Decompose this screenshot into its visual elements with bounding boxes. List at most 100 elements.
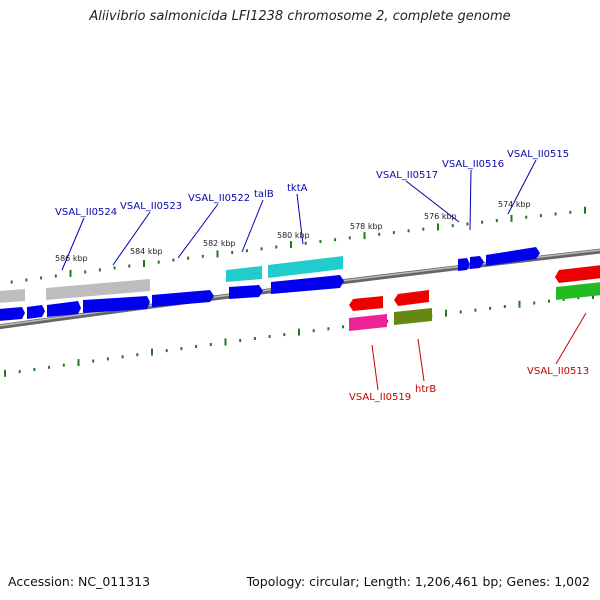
gene-features xyxy=(0,247,600,331)
gene-label-vsal-ii0523[interactable]: VSAL_II0523 xyxy=(120,201,182,212)
minor-tick xyxy=(136,353,139,357)
minor-tick xyxy=(392,231,395,235)
minor-tick xyxy=(195,345,198,348)
gene-label-htrb[interactable]: htrB xyxy=(415,384,436,395)
minor-tick xyxy=(539,214,542,218)
minor-tick xyxy=(275,245,278,249)
major-tick xyxy=(143,260,145,267)
minor-tick xyxy=(348,236,351,240)
minor-tick xyxy=(319,240,322,243)
gene-green[interactable] xyxy=(556,282,600,300)
minor-tick xyxy=(378,232,381,236)
scale-label-574: 574 kbp xyxy=(498,200,531,209)
scale-label-586: 586 kbp xyxy=(55,254,88,263)
gene-arrow[interactable] xyxy=(458,258,470,271)
minor-tick xyxy=(495,219,498,223)
major-tick xyxy=(224,338,227,346)
minor-tick xyxy=(327,327,330,331)
gene-label-vsal-ii0513[interactable]: VSAL_II0513 xyxy=(527,366,589,377)
minor-tick xyxy=(481,220,484,224)
minor-tick xyxy=(268,335,271,338)
major-tick xyxy=(363,232,366,240)
gene-pseudo[interactable] xyxy=(46,279,150,300)
minor-tick xyxy=(48,365,51,369)
map-title: Aliivibrio salmonicida LFI1238 chromosom… xyxy=(89,9,511,24)
minor-tick xyxy=(451,224,454,228)
minor-tick xyxy=(283,333,286,337)
minor-tick xyxy=(407,229,410,233)
minor-tick xyxy=(84,270,87,274)
scale-label-582: 582 kbp xyxy=(203,239,236,248)
major-tick xyxy=(77,359,80,367)
minor-tick xyxy=(98,268,101,272)
scale-label-584: 584 kbp xyxy=(130,247,163,256)
gene-label-vsal-ii0519[interactable]: VSAL_II0519 xyxy=(349,392,411,403)
minor-tick xyxy=(304,241,307,245)
minor-tick xyxy=(562,297,565,301)
gene-arrow[interactable] xyxy=(271,275,344,294)
minor-tick xyxy=(489,306,492,310)
gene-label-vsal-ii0522[interactable]: VSAL_II0522 xyxy=(188,193,250,204)
minor-tick xyxy=(503,305,506,308)
gene-arrow[interactable] xyxy=(229,285,263,299)
minor-tick xyxy=(62,363,65,367)
gene-rna[interactable] xyxy=(226,266,262,282)
accession-text: Accession: NC_011313 xyxy=(8,574,151,589)
minor-tick xyxy=(253,337,256,340)
upper-tick-ring xyxy=(10,206,586,284)
minor-tick xyxy=(172,258,175,262)
gene-arrow[interactable] xyxy=(486,247,540,266)
major-tick xyxy=(298,328,300,336)
minor-tick xyxy=(209,343,212,346)
gene-arrow-red[interactable] xyxy=(555,265,600,283)
minor-tick xyxy=(554,212,557,216)
gene-arrow[interactable] xyxy=(152,290,214,307)
gene-rna[interactable] xyxy=(268,256,343,278)
minor-tick xyxy=(466,222,469,226)
gene-label-tkta[interactable]: tktA xyxy=(287,183,308,194)
gene-arrow[interactable] xyxy=(27,305,45,319)
minor-tick xyxy=(54,274,57,278)
minor-tick xyxy=(92,359,95,363)
minor-tick xyxy=(577,296,580,300)
gene-label-vsal-ii0517[interactable]: VSAL_II0517 xyxy=(376,170,438,181)
gene-label-vsal-ii0515[interactable]: VSAL_II0515 xyxy=(507,149,569,160)
gene-arrow[interactable] xyxy=(47,301,81,317)
minor-tick xyxy=(128,264,131,268)
minor-tick xyxy=(239,339,242,342)
gene-arrow[interactable] xyxy=(0,307,25,321)
minor-tick xyxy=(25,278,28,282)
major-tick xyxy=(584,206,586,214)
minor-tick xyxy=(334,238,337,242)
minor-tick xyxy=(342,325,345,329)
minor-tick xyxy=(386,319,389,323)
minor-tick xyxy=(474,308,477,312)
minor-tick xyxy=(245,249,248,253)
gene-olive[interactable] xyxy=(394,308,432,325)
major-tick xyxy=(437,223,439,231)
gene-pseudo[interactable] xyxy=(0,289,25,303)
minor-tick xyxy=(231,251,234,254)
major-tick xyxy=(4,369,6,377)
gene-label-vsal-ii0524[interactable]: VSAL_II0524 xyxy=(55,207,117,218)
major-tick xyxy=(69,269,72,277)
minor-tick xyxy=(260,247,263,251)
minor-tick xyxy=(525,215,528,219)
gene-arrow-red[interactable] xyxy=(394,290,429,306)
gene-label-vsal-ii0516[interactable]: VSAL_II0516 xyxy=(442,159,504,170)
major-tick xyxy=(151,348,153,356)
gene-label-talb[interactable]: talB xyxy=(254,189,274,200)
gene-arrow-red[interactable] xyxy=(349,296,383,311)
gene-arrow[interactable] xyxy=(83,296,150,313)
gene-arrow[interactable] xyxy=(470,256,484,269)
minor-tick xyxy=(569,210,572,214)
gene-magenta[interactable] xyxy=(349,314,387,331)
topology-summary: Topology: circular; Length: 1,206,461 bp… xyxy=(246,574,590,589)
minor-tick xyxy=(121,355,124,359)
minor-tick xyxy=(165,349,168,353)
minor-tick xyxy=(187,256,190,260)
minor-tick xyxy=(10,280,13,284)
minor-tick xyxy=(18,370,21,374)
major-tick xyxy=(290,241,292,249)
